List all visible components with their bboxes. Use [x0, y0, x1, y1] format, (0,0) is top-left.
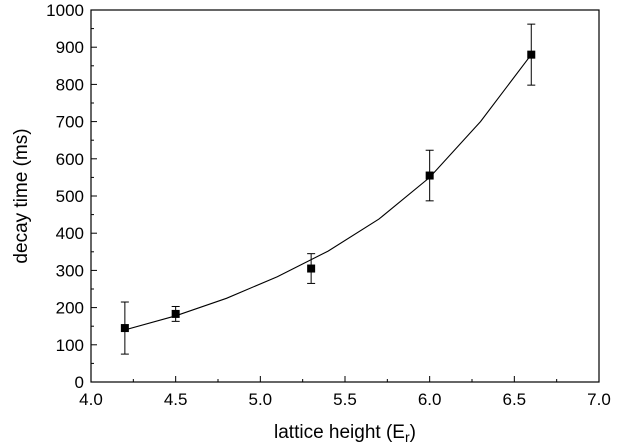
x-tick-label: 5.0	[249, 390, 273, 409]
data-point	[527, 50, 536, 59]
x-axis: 4.0 4.5 5.0 5.5 6.0 6.5 7.0	[79, 376, 611, 409]
fit-line	[124, 54, 532, 331]
data-point	[120, 324, 129, 333]
y-tick-label: 100	[56, 336, 84, 355]
x-tick-label: 6.0	[418, 390, 442, 409]
x-tick-label: 4.0	[79, 390, 103, 409]
y-tick-label: 700	[56, 113, 84, 132]
y-tick-label: 300	[56, 261, 84, 280]
data-point	[307, 264, 316, 273]
y-axis-label: decay time (ms)	[11, 128, 32, 263]
x-tick-label: 5.5	[333, 390, 357, 409]
x-axis-label: lattice height (Er)	[274, 422, 416, 445]
y-axis: 0 100 200 300 400 500 600 700 800 900 1000	[46, 1, 97, 392]
error-bars	[120, 23, 536, 355]
y-tick-label: 500	[56, 187, 84, 206]
x-axis-label-subscript: r	[405, 429, 410, 445]
data-point	[425, 171, 434, 180]
y-tick-label: 800	[56, 75, 84, 94]
x-axis-label-close: )	[410, 422, 416, 443]
x-tick-label: 6.5	[503, 390, 527, 409]
y-tick-label: 200	[56, 299, 84, 318]
data-point	[171, 309, 180, 318]
fit-curve	[124, 54, 532, 331]
x-tick-label: 7.0	[587, 390, 611, 409]
y-tick-label: 0	[75, 373, 84, 392]
y-tick-label: 600	[56, 150, 84, 169]
data-points	[120, 50, 536, 333]
y-tick-label: 400	[56, 224, 84, 243]
y-tick-label: 900	[56, 38, 84, 57]
x-tick-label: 4.5	[164, 390, 188, 409]
y-tick-label: 1000	[46, 1, 84, 20]
